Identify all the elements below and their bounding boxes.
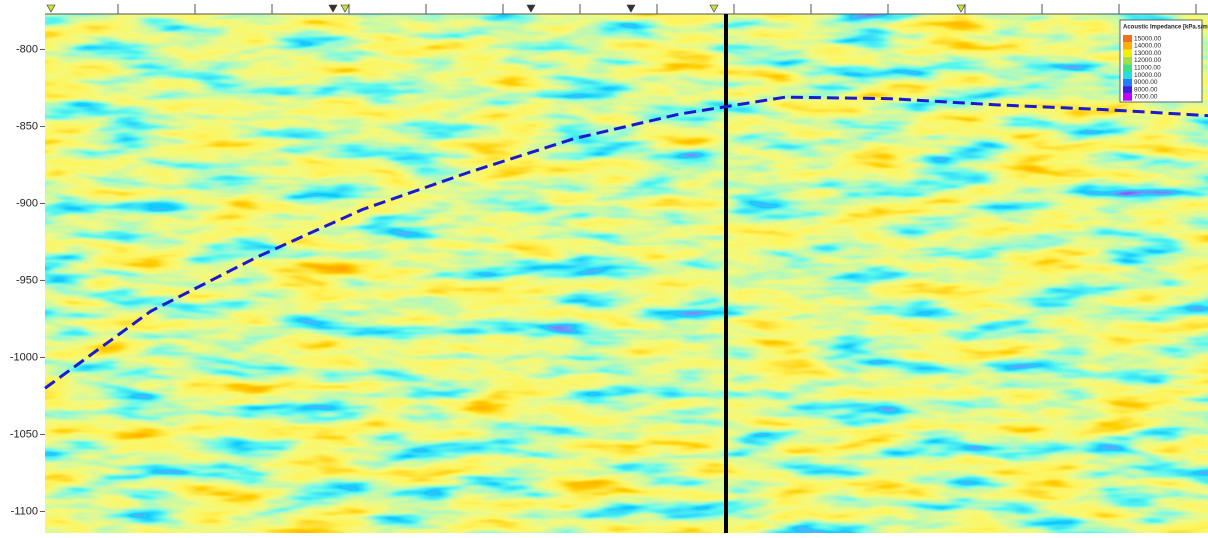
colorbar-swatch	[1123, 57, 1132, 64]
colorbar-swatch	[1123, 72, 1132, 79]
legend-title: Acoustic Impedance [kPa.s/m]	[1123, 25, 1208, 31]
colorbar-label: 12000.00	[1134, 57, 1161, 64]
colorbar-label: 11000.00	[1134, 65, 1161, 72]
y-tick-label: -1000	[10, 351, 38, 363]
colorbar-swatch	[1123, 64, 1132, 71]
colorbar-swatch	[1123, 42, 1132, 49]
colorbar-label: 7000.00	[1134, 94, 1158, 101]
y-tick-label: -800	[16, 43, 38, 55]
y-tick-label: -1100	[11, 505, 38, 517]
impedance-section	[45, 14, 1208, 533]
colorbar-swatch	[1123, 79, 1132, 86]
colorbar-label: 14000.00	[1134, 43, 1161, 50]
colorbar-swatch	[1123, 50, 1132, 57]
y-tick-label: -1050	[10, 428, 38, 440]
colorbar-swatch	[1123, 35, 1132, 42]
colorbar-label: 8000.00	[1134, 86, 1158, 93]
colorbar-swatch	[1123, 93, 1132, 100]
colorbar-label: 9000.00	[1134, 79, 1158, 86]
seismic-view: -800 -850 -900 -950 -1000 -1050 -1100 Acoustic …	[0, 0, 1208, 533]
y-tick-label: -850	[16, 120, 38, 132]
colorbar-label: 10000.00	[1134, 72, 1161, 79]
colorbar-label: 13000.00	[1134, 50, 1161, 57]
colorbar-swatch	[1123, 86, 1132, 93]
well-markers	[47, 5, 965, 12]
y-tick-label: -950	[16, 274, 38, 286]
top-ticks	[118, 4, 1196, 14]
colorbar-label: 15000.00	[1134, 35, 1161, 42]
y-tick-label: -900	[16, 197, 38, 209]
